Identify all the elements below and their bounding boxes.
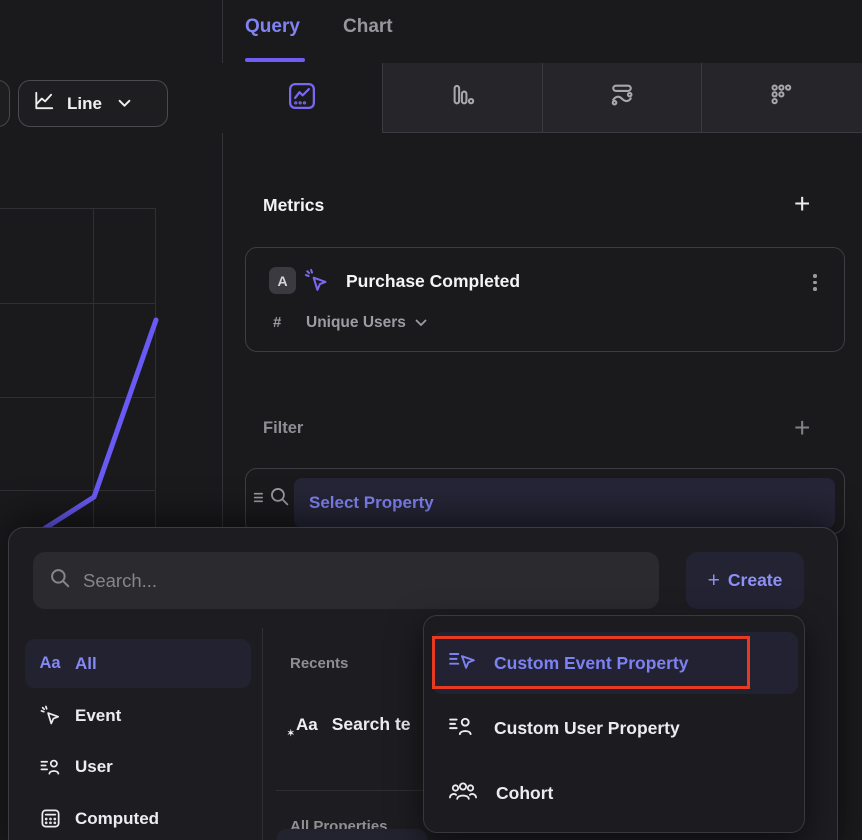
sidebar-item-all[interactable]: Aa All bbox=[25, 639, 251, 688]
section-divider bbox=[276, 790, 424, 791]
chart-gridline bbox=[155, 208, 156, 527]
search-icon bbox=[49, 567, 71, 594]
custom-text-property-icon: Aa ✶ bbox=[287, 714, 318, 738]
tab-chart[interactable]: Chart bbox=[343, 16, 393, 37]
tab-query[interactable]: Query bbox=[245, 16, 300, 37]
recent-property-item[interactable]: Aa ✶ Search te bbox=[287, 714, 411, 738]
funnel-dots-icon bbox=[769, 82, 796, 114]
user-lines-icon bbox=[37, 755, 63, 778]
charttype-tab-flows[interactable] bbox=[543, 63, 703, 132]
bar-chart-icon bbox=[449, 82, 476, 114]
event-cursor-icon bbox=[37, 704, 63, 727]
create-options-popover: Custom Event Property Custom User Proper… bbox=[423, 615, 805, 833]
filter-lines-icon bbox=[253, 491, 266, 509]
recent-item-label: Search te bbox=[331, 714, 411, 734]
chart-gridline bbox=[0, 397, 155, 398]
metric-card[interactable]: A Purchase Completed # Unique Users bbox=[245, 247, 845, 352]
filter-section-title: Filter bbox=[263, 419, 304, 437]
custom-event-property-icon bbox=[448, 649, 476, 678]
line-chart-icon bbox=[33, 90, 55, 117]
search-input[interactable] bbox=[83, 569, 643, 592]
charttype-tab-bars[interactable] bbox=[383, 63, 543, 132]
recents-section-label: Recents bbox=[290, 655, 349, 672]
menu-item-label: Custom Event Property bbox=[494, 652, 689, 673]
aggregation-label: Unique Users bbox=[306, 314, 406, 331]
calculator-icon bbox=[37, 807, 63, 830]
menu-item-cohort[interactable]: Cohort bbox=[432, 762, 798, 824]
chart-gridline bbox=[93, 208, 94, 527]
sidebar-item-label: User bbox=[75, 756, 113, 776]
chart-gridline bbox=[0, 490, 155, 491]
charttype-tab-insights[interactable] bbox=[222, 63, 382, 133]
metrics-section-title: Metrics bbox=[263, 195, 325, 215]
custom-user-property-icon bbox=[448, 714, 476, 743]
metric-event-name: Purchase Completed bbox=[346, 271, 521, 291]
menu-item-label: Custom User Property bbox=[494, 717, 680, 738]
menu-item-label: Cohort bbox=[496, 782, 554, 803]
charttype-tab-funnel-dots[interactable] bbox=[702, 63, 862, 132]
active-tab-underline bbox=[245, 58, 305, 62]
chart-gridline bbox=[0, 208, 155, 209]
chart-type-label: Line bbox=[67, 93, 102, 113]
add-filter-button[interactable]: + bbox=[794, 412, 811, 443]
select-property-input[interactable]: Select Property bbox=[294, 478, 835, 528]
chevron-down-icon bbox=[118, 95, 131, 113]
sidebar-item-event[interactable]: Event bbox=[25, 691, 251, 740]
menu-item-custom-user-property[interactable]: Custom User Property bbox=[432, 697, 798, 759]
line-chart-series bbox=[11, 317, 159, 551]
select-property-placeholder: Select Property bbox=[309, 493, 434, 512]
panel-divider bbox=[222, 0, 223, 527]
flows-icon bbox=[608, 81, 636, 114]
search-icon bbox=[269, 486, 290, 512]
property-row-highlight[interactable] bbox=[277, 829, 427, 840]
sidebar-item-label: Event bbox=[75, 705, 122, 725]
event-cursor-icon bbox=[303, 267, 330, 299]
chevron-down-icon bbox=[415, 314, 427, 332]
filter-card: Select Property bbox=[245, 468, 845, 534]
create-button-label: Create bbox=[727, 570, 783, 590]
cohort-icon bbox=[448, 779, 478, 808]
insights-line-icon bbox=[287, 81, 317, 116]
aggregation-hash-icon: # bbox=[273, 314, 282, 331]
modal-search-box[interactable] bbox=[33, 552, 659, 609]
chart-type-dropdown-button[interactable]: Line bbox=[18, 80, 168, 127]
sidebar-item-label: Computed bbox=[75, 808, 160, 828]
aggregation-dropdown[interactable]: Unique Users bbox=[306, 314, 427, 332]
sidebar-item-user[interactable]: User bbox=[25, 742, 251, 791]
chart-gridline bbox=[0, 303, 155, 304]
plus-icon: + bbox=[707, 568, 720, 592]
metric-letter-badge: A bbox=[269, 267, 296, 294]
modal-column-divider bbox=[262, 628, 263, 840]
metric-kebab-menu[interactable] bbox=[809, 270, 821, 295]
toolbar-partial-button[interactable] bbox=[0, 80, 10, 127]
text-property-aa-icon: Aa bbox=[39, 654, 61, 672]
charttype-tab-group bbox=[382, 63, 862, 133]
sidebar-item-computed[interactable]: Computed bbox=[25, 794, 251, 840]
menu-item-custom-event-property[interactable]: Custom Event Property bbox=[432, 632, 798, 694]
sidebar-item-label: All bbox=[75, 653, 97, 673]
add-metric-button[interactable]: + bbox=[794, 188, 811, 219]
create-button[interactable]: + Create bbox=[686, 552, 804, 609]
